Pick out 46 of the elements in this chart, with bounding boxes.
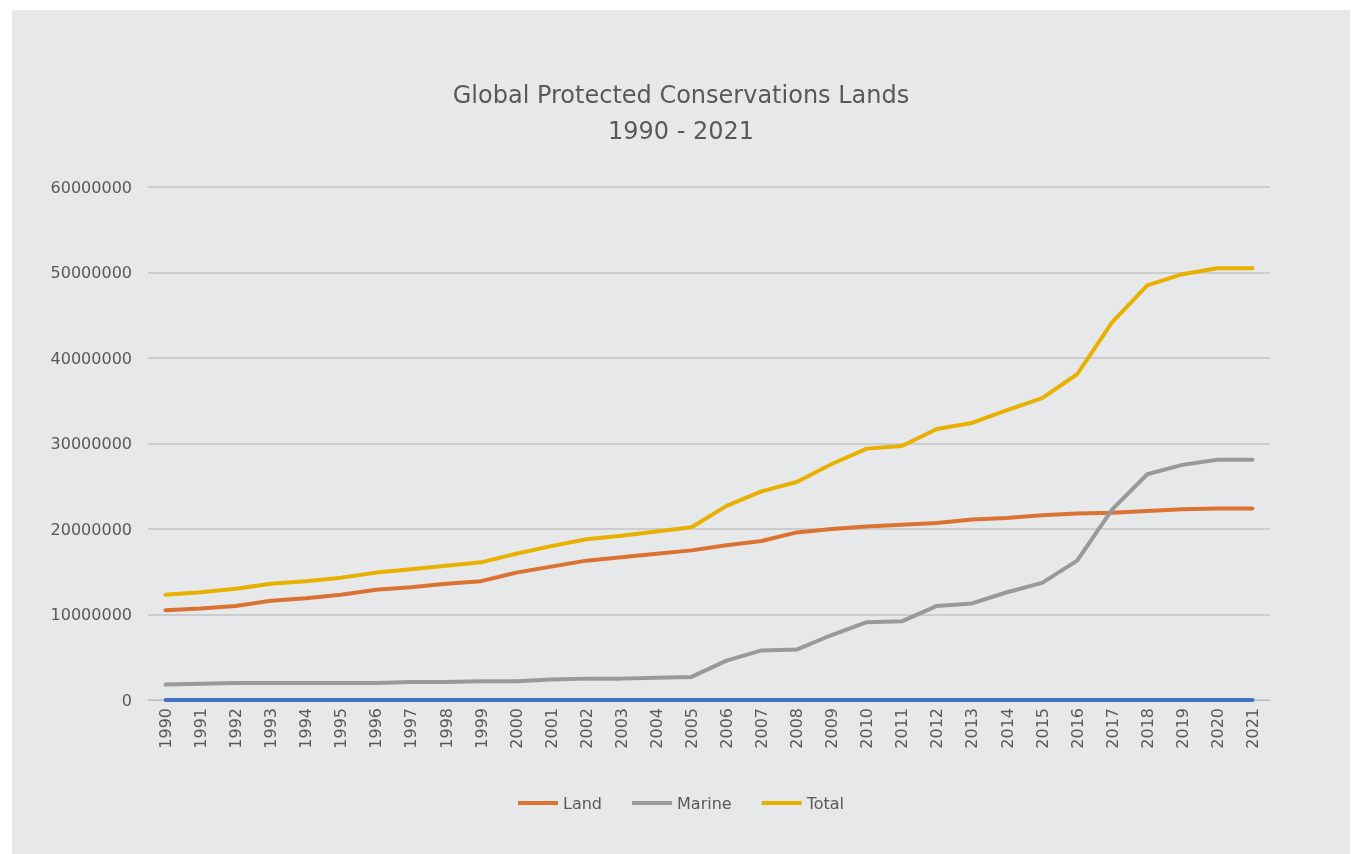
y-tick-label: 20000000 xyxy=(50,519,132,539)
x-tick-label: 2021 xyxy=(1242,708,1262,749)
x-tick-label: 1996 xyxy=(366,708,386,749)
x-tick-label: 2005 xyxy=(681,708,701,749)
x-tick-label: 1993 xyxy=(261,708,281,749)
y-tick-label: 60000000 xyxy=(50,177,132,197)
x-tick-label: 1991 xyxy=(191,708,211,749)
y-tick-label: 30000000 xyxy=(50,434,132,453)
line-series xyxy=(163,457,1255,687)
x-tick-label: 2015 xyxy=(1032,708,1052,749)
x-tick-label: 1990 xyxy=(156,708,176,749)
x-tick-label: 2017 xyxy=(1102,708,1122,749)
x-tick-label: 2013 xyxy=(962,708,982,749)
y-tick-label: 10000000 xyxy=(50,605,132,624)
x-tick-label: 2003 xyxy=(611,708,631,749)
x-tick-label: 2020 xyxy=(1207,708,1227,749)
y-tick-label: 40000000 xyxy=(50,348,132,368)
x-tick-label: 2019 xyxy=(1172,708,1192,749)
x-tick-label: 2016 xyxy=(1067,708,1087,749)
line-series xyxy=(163,506,1255,613)
line-series xyxy=(163,266,1255,597)
x-tick-label: 2010 xyxy=(857,708,877,749)
x-tick-label: 1994 xyxy=(296,708,316,749)
x-tick-label: 2002 xyxy=(576,708,596,749)
x-tick-label: 1998 xyxy=(436,708,456,749)
x-tick-label: 1995 xyxy=(331,708,351,749)
x-tick-label: 2007 xyxy=(752,708,772,749)
legend-label: Land xyxy=(563,793,603,813)
x-tick-label: 1999 xyxy=(471,708,491,749)
legend-label: Marine xyxy=(677,793,732,813)
x-tick-label: 2012 xyxy=(927,708,947,749)
x-tick-label: 2000 xyxy=(506,708,526,749)
x-tick-label: 2014 xyxy=(997,708,1017,749)
y-tick-label: 0 xyxy=(121,690,132,710)
x-tick-label: 2018 xyxy=(1137,708,1157,749)
y-tick-label: 50000000 xyxy=(50,263,132,282)
x-tick-label: 1997 xyxy=(401,708,421,749)
x-tick-label: 2009 xyxy=(822,708,842,749)
x-tick-label: 1992 xyxy=(226,708,246,749)
x-tick-label: 2011 xyxy=(892,708,912,749)
x-tick-label: 2004 xyxy=(646,708,666,749)
legend-label: Total xyxy=(805,793,845,813)
x-tick-label: 2008 xyxy=(787,708,807,749)
chart-title: Global Protected Conservations Lands 1990 - 2021 xyxy=(452,81,910,145)
x-tick-label: 2001 xyxy=(541,708,561,749)
x-tick-label: 2006 xyxy=(717,708,737,749)
